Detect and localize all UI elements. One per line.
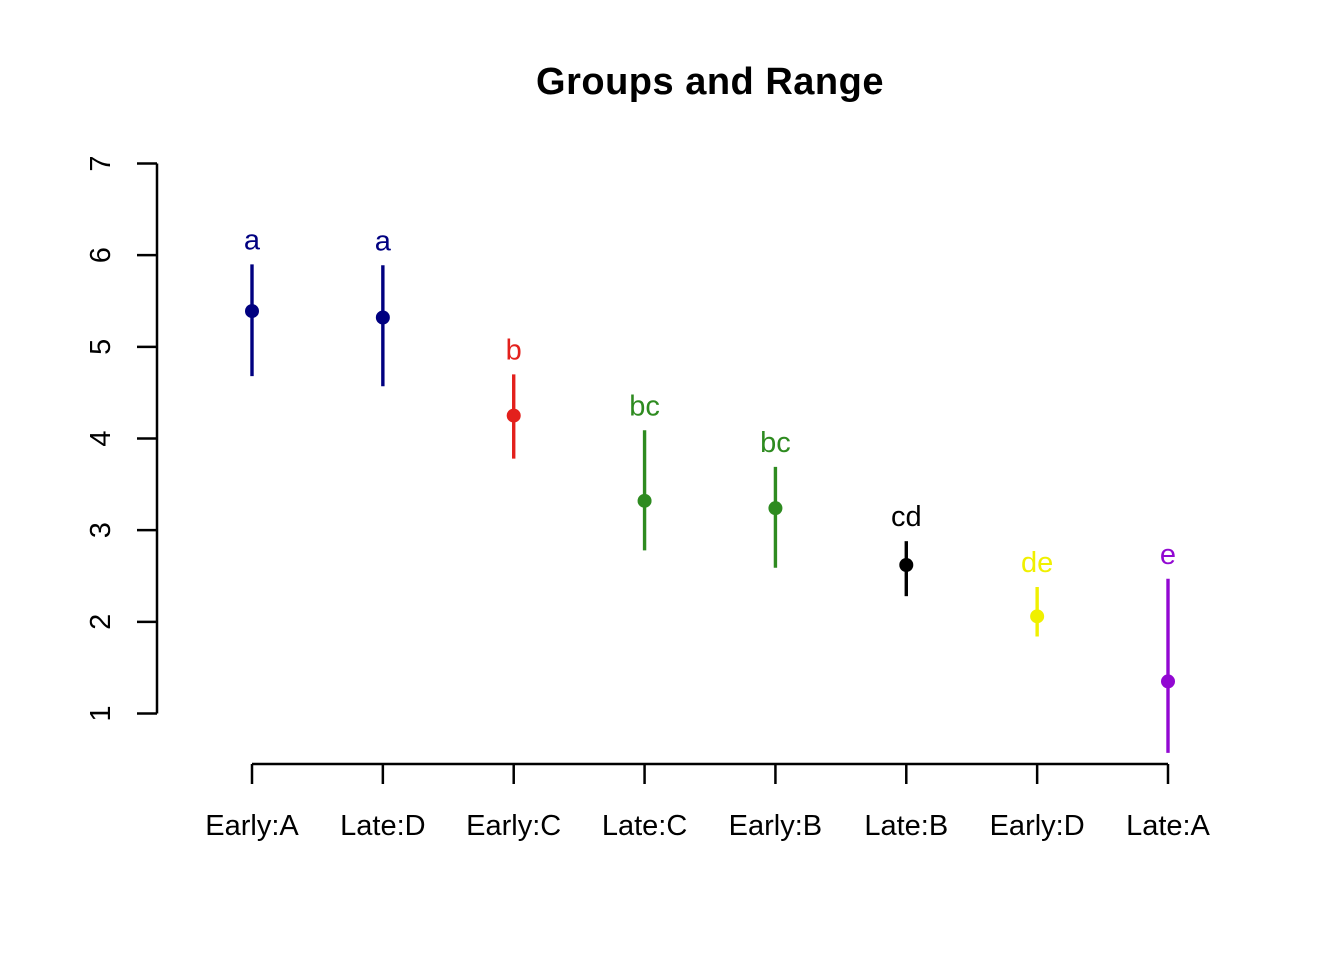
group-letter: a xyxy=(244,224,261,256)
mean-point xyxy=(768,501,783,516)
group-letter: de xyxy=(1021,547,1053,579)
y-tick-label: 4 xyxy=(85,430,117,446)
group-letter: bc xyxy=(629,390,660,422)
mean-point xyxy=(245,304,259,319)
y-tick-label: 5 xyxy=(85,339,117,355)
x-tick-label: Late:A xyxy=(1126,810,1210,842)
y-tick-label: 2 xyxy=(85,614,117,630)
y-tick-label: 1 xyxy=(85,705,117,721)
x-tick-label: Late:B xyxy=(864,810,948,842)
x-tick-label: Early:D xyxy=(990,810,1085,842)
mean-point xyxy=(637,493,652,508)
x-tick-label: Early:A xyxy=(205,810,299,842)
y-tick-label: 6 xyxy=(85,247,117,263)
mean-point xyxy=(1030,609,1045,624)
group-letter: bc xyxy=(760,427,791,459)
mean-point xyxy=(1160,674,1175,689)
group-letter: a xyxy=(375,225,392,257)
mean-point xyxy=(375,310,390,325)
mean-point xyxy=(899,558,914,572)
group-letter: e xyxy=(1160,539,1176,571)
y-tick-label: 3 xyxy=(85,522,117,538)
plot-title: Groups and Range xyxy=(536,61,884,103)
x-tick-label: Early:B xyxy=(729,810,822,842)
x-tick-label: Late:D xyxy=(340,810,425,842)
mean-point xyxy=(506,408,521,423)
group-letter: b xyxy=(506,334,522,366)
x-tick-label: Late:C xyxy=(602,810,687,842)
group-letter: cd xyxy=(891,501,922,533)
x-tick-label: Early:C xyxy=(466,810,561,842)
y-tick-label: 7 xyxy=(85,155,117,171)
